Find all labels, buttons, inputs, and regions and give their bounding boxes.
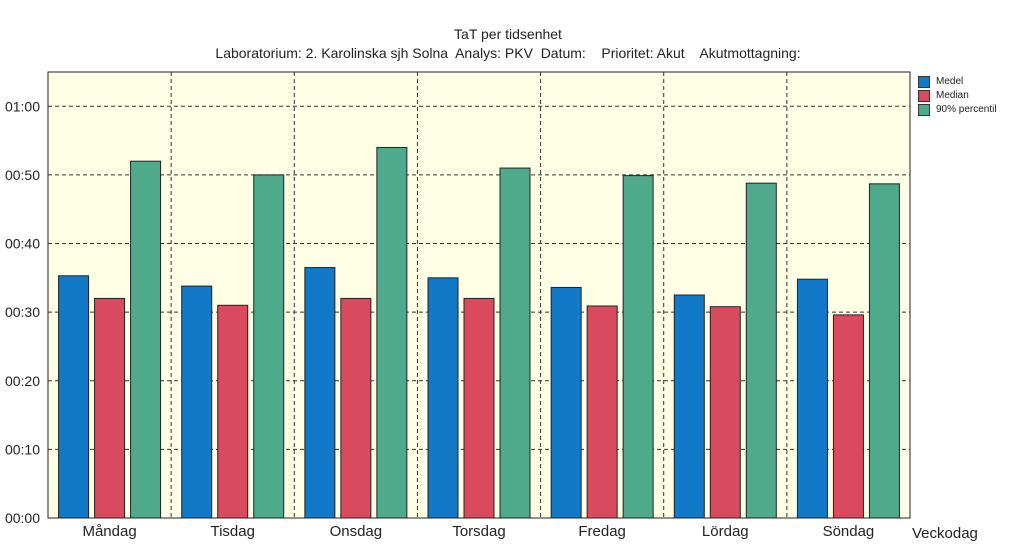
y-tick-label: 00:50 bbox=[5, 167, 40, 183]
y-axis: 00:00 00:10 00:20 00:30 00:40 00:50 01:00 bbox=[5, 98, 40, 526]
legend-item: Medel bbox=[918, 75, 997, 89]
x-tick-label: Fredag bbox=[578, 523, 626, 540]
x-axis-label: Veckodag bbox=[912, 525, 978, 542]
bar-90-percentil-5 bbox=[745, 182, 777, 519]
bar-90-percentil-2 bbox=[376, 146, 408, 519]
bar-medel-6 bbox=[796, 278, 828, 519]
legend-swatch bbox=[918, 76, 930, 88]
x-tick-label: Torsdag bbox=[452, 523, 505, 540]
bar-median-1 bbox=[217, 304, 249, 519]
bar-90-percentil-6 bbox=[868, 183, 900, 519]
bar-medel-4 bbox=[550, 286, 582, 519]
bar-median-2 bbox=[340, 297, 372, 519]
bar-median-4 bbox=[586, 305, 618, 519]
x-tick-label: Lördag bbox=[702, 523, 749, 540]
bar-medel-0 bbox=[58, 275, 90, 519]
legend: Medel Median 90% percentil bbox=[918, 75, 997, 117]
legend-label: 90% percentil bbox=[936, 104, 997, 115]
bar-medel-5 bbox=[673, 294, 705, 519]
bar-median-6 bbox=[832, 314, 864, 519]
bar-90-percentil-1 bbox=[253, 174, 285, 519]
bar-median-5 bbox=[709, 306, 741, 519]
bar-90-percentil-0 bbox=[130, 160, 162, 519]
x-axis: Måndag Tisdag Onsdag Torsdag Fredag Lördag Sön… bbox=[82, 523, 874, 540]
bar-median-3 bbox=[463, 297, 495, 519]
legend-swatch bbox=[918, 90, 930, 102]
bar-median-0 bbox=[94, 297, 126, 519]
legend-swatch bbox=[918, 104, 930, 116]
chart-title: TaT per tidsenhet bbox=[454, 26, 562, 42]
bar-medel-3 bbox=[427, 277, 459, 519]
bar-90-percentil-4 bbox=[622, 175, 654, 519]
y-tick-label: 00:10 bbox=[5, 441, 40, 457]
bar-medel-1 bbox=[181, 285, 213, 519]
legend-item: Median bbox=[918, 89, 997, 103]
x-tick-label: Onsdag bbox=[330, 523, 383, 540]
chart-subtitle: Laboratorium: 2. Karolinska sjh Solna An… bbox=[215, 45, 800, 61]
y-tick-label: 00:20 bbox=[5, 373, 40, 389]
x-tick-label: Söndag bbox=[823, 523, 875, 540]
y-tick-label: 00:30 bbox=[5, 304, 40, 320]
legend-label: Median bbox=[936, 90, 969, 101]
x-tick-label: Tisdag bbox=[210, 523, 254, 540]
y-tick-label: 00:40 bbox=[5, 236, 40, 252]
x-tick-label: Måndag bbox=[82, 523, 136, 540]
y-tick-label: 01:00 bbox=[5, 98, 40, 114]
legend-item: 90% percentil bbox=[918, 103, 997, 117]
bar-90-percentil-3 bbox=[499, 167, 531, 519]
y-tick-label: 00:00 bbox=[5, 510, 40, 526]
bar-medel-2 bbox=[304, 267, 336, 519]
bars bbox=[58, 146, 900, 519]
legend-label: Medel bbox=[936, 76, 964, 87]
